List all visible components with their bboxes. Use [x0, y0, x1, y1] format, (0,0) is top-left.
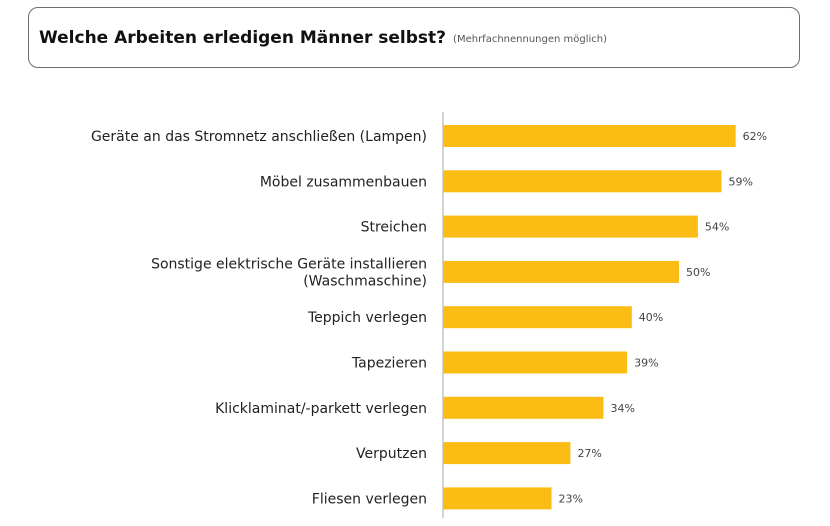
value-label: 40%: [639, 311, 663, 324]
bar: [443, 125, 736, 147]
bar: [443, 351, 628, 374]
bar: [443, 306, 632, 329]
value-label: 62%: [743, 130, 767, 143]
bar: [443, 442, 571, 465]
category-label: Möbel zusammenbauen: [260, 174, 427, 190]
bar: [443, 215, 698, 238]
category-label: (Waschmaschine): [303, 273, 427, 289]
value-label: 23%: [559, 492, 583, 505]
bar: [443, 170, 722, 193]
category-label: Tapezieren: [351, 356, 427, 372]
category-label: Teppich verlegen: [307, 310, 427, 326]
category-label: Fliesen verlegen: [312, 491, 427, 507]
value-label: 34%: [610, 402, 634, 415]
category-label: Streichen: [361, 220, 427, 236]
bar: [443, 260, 679, 283]
value-label: 59%: [728, 175, 752, 188]
chart-title: Welche Arbeiten erledigen Männer selbst?: [39, 27, 447, 48]
chart-subtitle: (Mehrfachnennungen möglich): [453, 34, 608, 45]
value-label: 39%: [634, 357, 658, 370]
value-label: 27%: [577, 447, 601, 460]
bar: [443, 487, 552, 510]
category-label: Geräte an das Stromnetz anschließen (Lam…: [91, 129, 427, 145]
value-label: 50%: [686, 266, 710, 279]
title-box: Welche Arbeiten erledigen Männer selbst?…: [28, 7, 800, 68]
category-label: Verputzen: [356, 446, 427, 462]
bar: [443, 396, 604, 419]
category-label: Klicklaminat/-parkett verlegen: [215, 401, 427, 417]
value-label: 54%: [705, 221, 729, 234]
category-label: Sonstige elektrische Geräte installieren: [151, 256, 427, 272]
